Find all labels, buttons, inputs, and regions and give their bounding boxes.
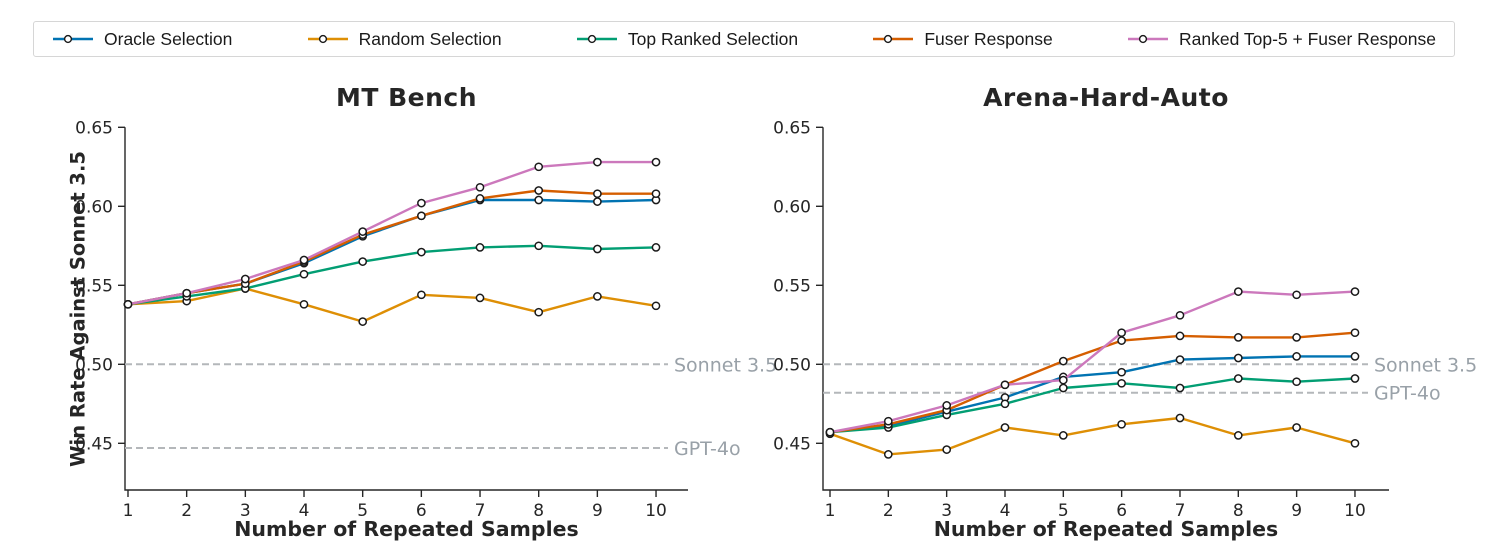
x-tick-label: 10 xyxy=(645,501,667,521)
series-line-random-selection xyxy=(126,287,658,323)
x-tick-label: 1 xyxy=(825,501,836,521)
legend-item-top-ranked-selection: Top Ranked Selection xyxy=(576,29,798,50)
x-axis-label-right: Number of Repeated Samples xyxy=(933,517,1279,541)
x-tick-label: 4 xyxy=(299,501,310,521)
x-tick-label: 1 xyxy=(123,501,134,521)
series-line-ranked-top-5-fuser-response xyxy=(126,160,658,306)
x-tick-label: 6 xyxy=(1116,501,1127,521)
y-tick-label: 0.50 xyxy=(773,355,811,375)
legend: Oracle Selection Random Selection Top Rank… xyxy=(33,21,1455,57)
y-tick-label: 0.65 xyxy=(75,118,113,138)
x-tick-label: 2 xyxy=(181,501,192,521)
x-axis-label-left: Number of Repeated Samples xyxy=(234,517,579,541)
legend-swatch-icon xyxy=(53,34,93,44)
series-line-top-ranked-selection xyxy=(126,244,658,306)
baseline-label-sonnet-3-5: Sonnet 3.5 xyxy=(1374,354,1477,376)
series-line-random-selection xyxy=(828,416,1357,456)
series-line-top-ranked-selection xyxy=(828,377,1357,434)
legend-swatch-icon xyxy=(1128,34,1168,44)
y-tick-label: 0.65 xyxy=(773,118,811,138)
chart-title-mt-bench: MT Bench xyxy=(335,83,478,112)
series-line-fuser-response xyxy=(828,331,1357,434)
x-tick-label: 9 xyxy=(1291,501,1302,521)
legend-swatch-icon xyxy=(307,34,348,44)
legend-item-fuser-response: Fuser Response xyxy=(872,28,1053,50)
y-tick-label: 0.45 xyxy=(75,434,113,454)
series-markers-ranked-top-5-fuser-response xyxy=(123,157,661,309)
legend-label: Fuser Response xyxy=(924,28,1053,49)
baseline-label-gpt-4o: GPT-4o xyxy=(1374,383,1441,405)
y-tick-label: 0.55 xyxy=(773,276,811,296)
y-tick-label: 0.50 xyxy=(75,355,113,375)
x-tick-label: 5 xyxy=(1058,501,1069,521)
y-tick-label: 0.55 xyxy=(75,276,113,296)
series-line-oracle-selection xyxy=(828,355,1357,434)
series-line-ranked-top-5-fuser-response xyxy=(828,290,1357,434)
series-markers-ranked-top-5-fuser-response xyxy=(825,287,1360,437)
baseline-label-sonnet-3-5: Sonnet 3.5 xyxy=(674,354,777,376)
legend-label: Random Selection xyxy=(358,28,502,49)
x-tick-label: 9 xyxy=(592,501,603,521)
legend-swatch-icon xyxy=(576,34,617,44)
legend-item-random-selection: Random Selection xyxy=(307,29,502,50)
x-tick-label: 8 xyxy=(1233,501,1244,521)
x-tick-label: 5 xyxy=(357,501,368,521)
chart-title-arena-hard-auto: Arena-Hard-Auto xyxy=(983,83,1229,112)
legend-label: Ranked Top-5 + Fuser Response xyxy=(1179,28,1436,49)
x-tick-label: 7 xyxy=(475,501,486,521)
series-markers-top-ranked-selection xyxy=(825,374,1360,437)
x-tick-label: 10 xyxy=(1344,501,1366,521)
x-tick-label: 3 xyxy=(240,501,251,521)
axes: 0.45 0.50 0.55 0.60 0.65 1 2 3 4 5 6 7 8 9 10 xyxy=(75,118,688,521)
legend-label: Oracle Selection xyxy=(104,28,233,49)
y-tick-label: 0.60 xyxy=(773,197,811,217)
legend-label: Top Ranked Selection xyxy=(627,28,799,49)
x-tick-label: 3 xyxy=(941,501,952,521)
x-tick-label: 6 xyxy=(416,501,427,521)
y-tick-label: 0.60 xyxy=(75,197,113,217)
x-tick-label: 8 xyxy=(533,501,544,521)
arena-hard-auto-plot: 0.45 0.50 0.55 0.60 0.65 1 2 3 4 5 6 7 8 9 10 Sonnet 3.… xyxy=(773,118,1477,521)
x-tick-label: 2 xyxy=(883,501,894,521)
legend-item-ranked-top-5-fuser-response: Ranked Top-5 + Fuser Response xyxy=(1127,29,1436,50)
series-line-fuser-response xyxy=(126,189,658,306)
mt-bench-plot: 0.45 0.50 0.55 0.60 0.65 1 2 3 4 5 6 7 8 9 10 Sonnet 3.… xyxy=(75,118,777,521)
axes: 0.45 0.50 0.55 0.60 0.65 1 2 3 4 5 6 7 8 9 10 xyxy=(773,118,1389,521)
y-tick-label: 0.45 xyxy=(773,434,811,454)
series-markers-random-selection xyxy=(825,413,1360,459)
baseline-label-gpt-4o: GPT-4o xyxy=(674,438,741,460)
x-tick-label: 4 xyxy=(1000,501,1011,521)
legend-item-oracle-selection: Oracle Selection xyxy=(52,29,232,50)
legend-swatch-icon xyxy=(873,34,914,44)
x-tick-label: 7 xyxy=(1175,501,1186,521)
